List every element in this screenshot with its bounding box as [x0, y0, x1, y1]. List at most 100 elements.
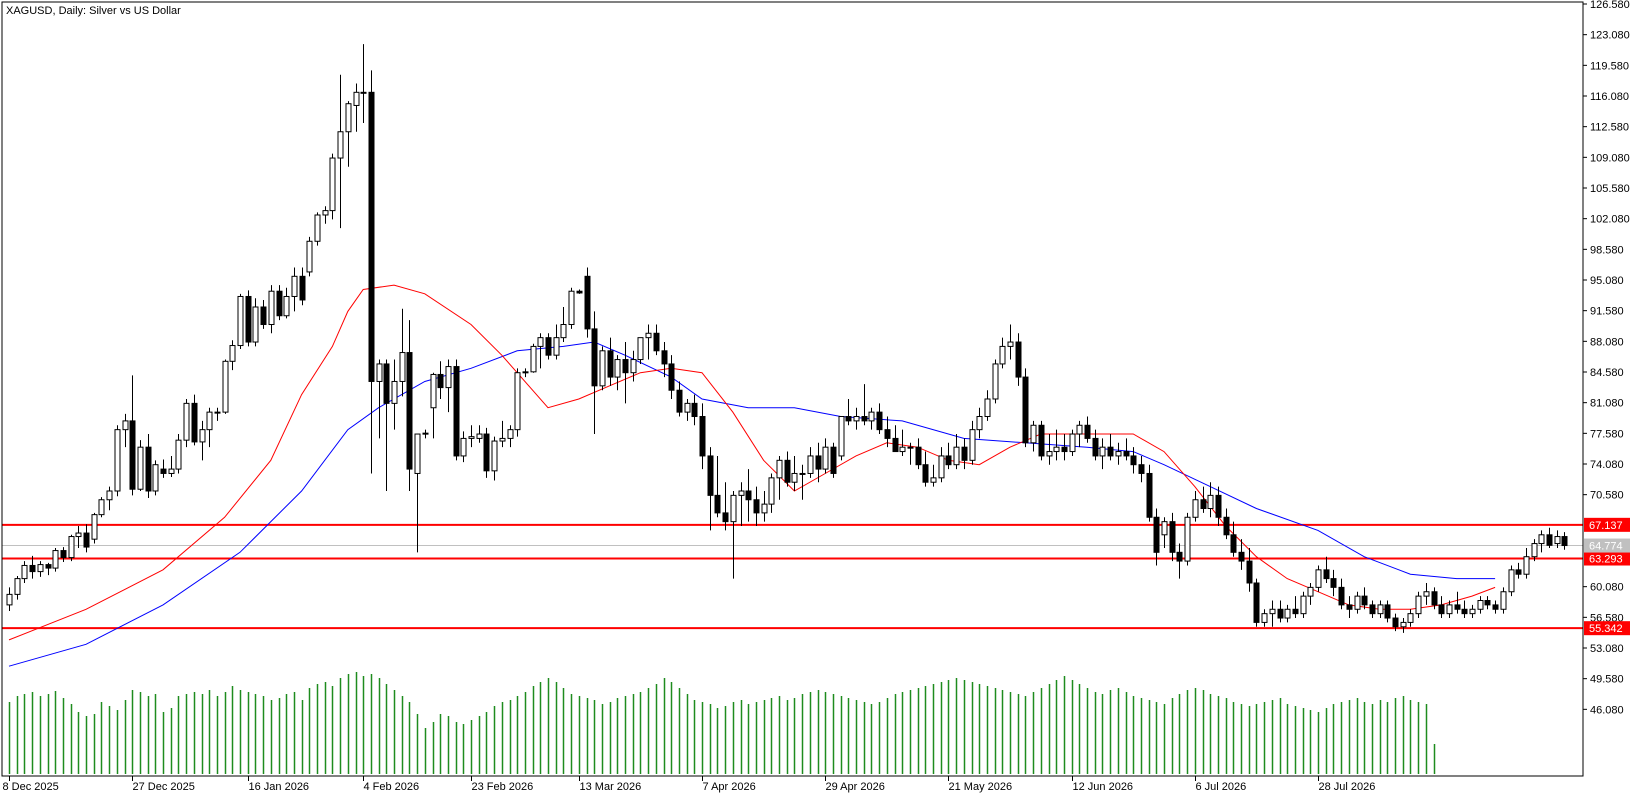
bullish-candle [514, 372, 521, 431]
bearish-candle [945, 455, 952, 466]
bullish-candle [1053, 446, 1060, 453]
bearish-candle [884, 429, 891, 439]
price-tick-label: 46.080 [1590, 704, 1624, 716]
bearish-candle [676, 389, 683, 413]
bearish-candle [145, 446, 152, 492]
bullish-candle [1007, 341, 1014, 347]
bearish-candle [1561, 536, 1568, 547]
bearish-candle [961, 446, 968, 461]
price-tick-label: 126.580 [1590, 0, 1630, 11]
bullish-candle [199, 429, 206, 443]
time-tick-label: 29 Apr 2026 [826, 781, 885, 793]
bullish-candle [838, 416, 845, 457]
bearish-candle [922, 464, 929, 483]
bullish-candle [999, 345, 1006, 365]
bullish-candle [1192, 499, 1199, 518]
level-price-tag [1584, 551, 1630, 566]
bullish-candle [761, 503, 768, 514]
time-tick-label: 6 Jul 2026 [1196, 781, 1247, 793]
moving-averages [8, 284, 1496, 667]
bullish-candle [468, 436, 475, 439]
bullish-candle [214, 411, 221, 414]
time-tick-label: 27 Dec 2025 [133, 781, 195, 793]
bullish-candle [953, 446, 960, 466]
bullish-candle [430, 373, 437, 409]
time-tick-label: 7 Apr 2026 [703, 781, 756, 793]
bullish-candle [1315, 569, 1322, 588]
bearish-candle [1392, 617, 1399, 628]
bullish-candle [1423, 591, 1430, 597]
bullish-candle [499, 437, 506, 442]
bearish-candle [691, 402, 698, 418]
bullish-candle [1161, 521, 1168, 536]
bullish-candle [1400, 621, 1407, 628]
price-tick-label: 53.080 [1590, 643, 1624, 655]
bearish-candle [1138, 464, 1145, 474]
bullish-candle [1300, 595, 1307, 615]
bullish-candle [337, 131, 344, 159]
bullish-candle [799, 472, 806, 475]
bullish-candle [1284, 608, 1291, 619]
bullish-candle [684, 402, 691, 413]
bearish-candle [707, 455, 714, 496]
bullish-candle [1269, 608, 1276, 615]
ma-slow-line [8, 341, 1496, 667]
bullish-candle [868, 411, 875, 422]
bullish-candle [614, 359, 621, 378]
bullish-candle [6, 593, 13, 606]
price-tick-label: 123.080 [1590, 30, 1630, 42]
bullish-candle [1184, 516, 1191, 562]
time-tick-label: 16 Jan 2026 [249, 781, 310, 793]
price-tick-label: 95.080 [1590, 275, 1624, 287]
bearish-candle [1015, 341, 1022, 378]
bullish-candle [491, 440, 498, 472]
bearish-candle [1369, 604, 1376, 615]
bullish-candle [206, 411, 213, 431]
bullish-candle [1377, 604, 1384, 615]
bearish-candle [1223, 516, 1230, 536]
bullish-candle [91, 514, 98, 540]
bearish-candle [1130, 455, 1137, 466]
bearish-candle [60, 550, 67, 559]
bearish-candle [45, 564, 52, 569]
bullish-candle [1076, 424, 1083, 435]
bearish-candle [1215, 494, 1222, 518]
time-axis[interactable]: 8 Dec 2025 27 Dec 2025 16 Jan 2026 4 Feb 20… [3, 776, 1376, 793]
bearish-candle [1238, 551, 1245, 562]
price-tick-label: 49.580 [1590, 674, 1624, 686]
bearish-candle [360, 91, 367, 94]
bearish-candle [861, 416, 868, 422]
bearish-candle [1346, 604, 1353, 610]
bullish-candle [984, 398, 991, 418]
price-tick-label: 102.080 [1590, 214, 1630, 226]
bullish-candle [283, 295, 290, 317]
time-tick-label: 8 Dec 2025 [3, 781, 59, 793]
bullish-candle [291, 275, 298, 297]
bearish-candle [1546, 534, 1553, 546]
bullish-candle [1469, 608, 1476, 615]
bullish-candle [329, 157, 336, 212]
bullish-candle [37, 564, 44, 573]
bullish-candle [422, 432, 429, 435]
bullish-candle [1415, 595, 1422, 615]
price-tick-label: 70.580 [1590, 490, 1624, 502]
bullish-candle [183, 402, 190, 441]
level-price-tag-label: 55.342 [1589, 623, 1623, 635]
chart-title: XAGUSD, Daily: Silver vs US Dollar [6, 5, 181, 17]
bullish-candle [969, 429, 976, 461]
bullish-candle [738, 490, 745, 496]
bullish-candle [376, 363, 383, 382]
bullish-candle [730, 494, 737, 523]
bullish-candle [976, 416, 983, 431]
bearish-candle [1292, 608, 1299, 615]
bullish-candle [568, 290, 575, 326]
bullish-candle [768, 477, 775, 505]
price-tick-label: 81.080 [1590, 398, 1624, 410]
bearish-candle [1176, 551, 1183, 562]
bearish-candle [1092, 437, 1099, 457]
bearish-candle [160, 468, 167, 474]
bullish-candle [353, 91, 360, 106]
bullish-candle [1554, 536, 1561, 545]
